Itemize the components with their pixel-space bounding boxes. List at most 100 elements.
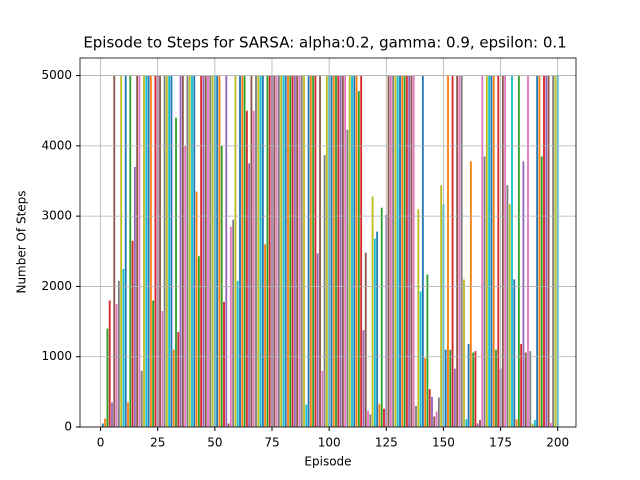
bar <box>346 129 349 428</box>
bar <box>159 75 161 428</box>
bar <box>472 352 475 427</box>
bar <box>200 75 203 428</box>
bar <box>289 75 292 428</box>
bar <box>204 75 207 428</box>
bar <box>186 75 189 428</box>
bar <box>211 75 214 428</box>
bar <box>449 349 452 427</box>
y-tick-label: 2000 <box>41 279 72 293</box>
bar <box>490 75 493 428</box>
bar <box>234 75 237 428</box>
bar <box>426 274 429 427</box>
bar <box>412 75 415 428</box>
bar <box>321 370 324 427</box>
bar <box>508 204 511 427</box>
bar <box>243 75 246 428</box>
bar <box>547 75 550 428</box>
bar <box>170 75 173 428</box>
bar <box>527 75 529 428</box>
bar <box>511 75 513 428</box>
bar <box>143 75 145 428</box>
bar <box>236 280 239 427</box>
bar <box>392 75 395 428</box>
bar <box>223 301 225 427</box>
bar <box>447 75 449 428</box>
bar <box>362 330 365 427</box>
bar <box>273 75 276 428</box>
bar <box>275 75 278 428</box>
bar <box>479 419 481 427</box>
bar <box>232 219 235 427</box>
bar <box>191 75 193 428</box>
bar <box>120 75 123 428</box>
bar <box>533 419 536 427</box>
bar <box>264 244 267 427</box>
bar <box>408 75 411 428</box>
bar <box>376 231 379 427</box>
bar <box>140 370 143 427</box>
bar <box>250 75 253 428</box>
bar <box>111 402 113 427</box>
bar <box>401 75 404 428</box>
bar <box>149 75 152 428</box>
x-tick-label: 125 <box>375 436 398 450</box>
bar <box>330 75 333 428</box>
bar <box>373 238 376 427</box>
bar <box>127 402 129 427</box>
bar <box>209 75 212 428</box>
bar <box>444 349 447 427</box>
bar <box>252 110 255 427</box>
bar <box>536 75 539 428</box>
bar <box>188 75 191 428</box>
bar <box>495 349 497 427</box>
bar <box>319 75 321 428</box>
bar <box>197 256 200 427</box>
bar <box>172 349 175 427</box>
bar <box>520 344 523 427</box>
bar <box>312 75 315 428</box>
bar <box>165 75 168 428</box>
bar <box>522 161 525 427</box>
bar <box>101 423 104 427</box>
bar <box>481 75 484 428</box>
bar <box>348 75 351 428</box>
bar <box>549 422 552 427</box>
bar <box>369 414 372 427</box>
bar <box>291 75 294 428</box>
bar <box>325 75 328 428</box>
y-tick-label: 4000 <box>41 138 72 152</box>
bar <box>147 75 150 428</box>
bar <box>453 368 456 427</box>
bar <box>517 75 520 428</box>
bar <box>364 252 367 427</box>
bar <box>355 75 358 428</box>
bar <box>351 75 353 428</box>
bar <box>389 75 392 428</box>
bar <box>108 300 111 427</box>
bar <box>309 75 312 428</box>
bar <box>145 75 148 428</box>
x-tick-label: 25 <box>150 436 165 450</box>
bar <box>255 75 257 428</box>
bar <box>113 75 116 428</box>
bar <box>257 75 260 428</box>
bar <box>417 209 420 427</box>
bar <box>282 75 285 428</box>
bar <box>316 253 319 427</box>
chart-title: Episode to Steps for SARSA: alpha:0.2, g… <box>83 34 566 52</box>
bar <box>437 397 440 427</box>
bar <box>241 75 244 428</box>
bar <box>545 75 548 428</box>
bar <box>239 75 241 428</box>
y-tick-label: 0 <box>64 420 72 434</box>
bar <box>177 332 180 427</box>
bar <box>344 75 347 428</box>
bar <box>488 75 491 428</box>
bar <box>497 75 500 428</box>
bar <box>501 75 504 428</box>
bar <box>339 75 342 428</box>
bar <box>435 411 438 427</box>
bar <box>168 75 171 428</box>
bar <box>463 279 465 427</box>
bar <box>419 291 422 427</box>
